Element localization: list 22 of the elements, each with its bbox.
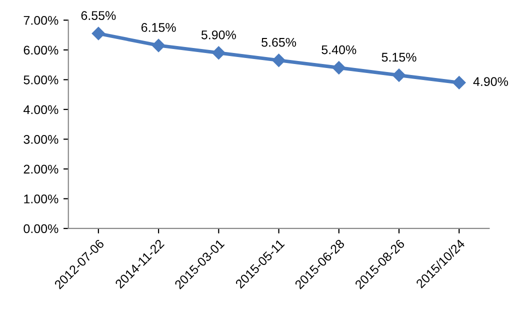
data-label: 4.90% xyxy=(473,77,508,86)
y-tick-label: 6.00% xyxy=(24,46,58,55)
data-label: 5.90% xyxy=(201,30,236,40)
data-label: 5.65% xyxy=(262,38,296,47)
data-label: 5.15% xyxy=(382,52,416,62)
y-tick-label: 5.00% xyxy=(24,75,58,84)
y-tick-label: 4.00% xyxy=(24,105,58,114)
data-label: 5.40% xyxy=(322,45,356,54)
y-tick-label: 1.00% xyxy=(24,194,58,204)
point xyxy=(92,26,106,40)
point xyxy=(392,68,406,82)
y-tick-label: 0.00% xyxy=(24,224,58,234)
point xyxy=(152,38,166,52)
point xyxy=(452,76,466,90)
y-tick-label: 3.00% xyxy=(24,135,58,144)
data-label: 6.15% xyxy=(141,23,176,32)
point xyxy=(212,46,226,60)
point xyxy=(272,54,286,67)
y-tick-label: 7.00% xyxy=(24,16,58,25)
point xyxy=(332,61,346,74)
data-label: 6.55% xyxy=(81,11,116,20)
y-tick-label: 2.00% xyxy=(24,164,58,174)
